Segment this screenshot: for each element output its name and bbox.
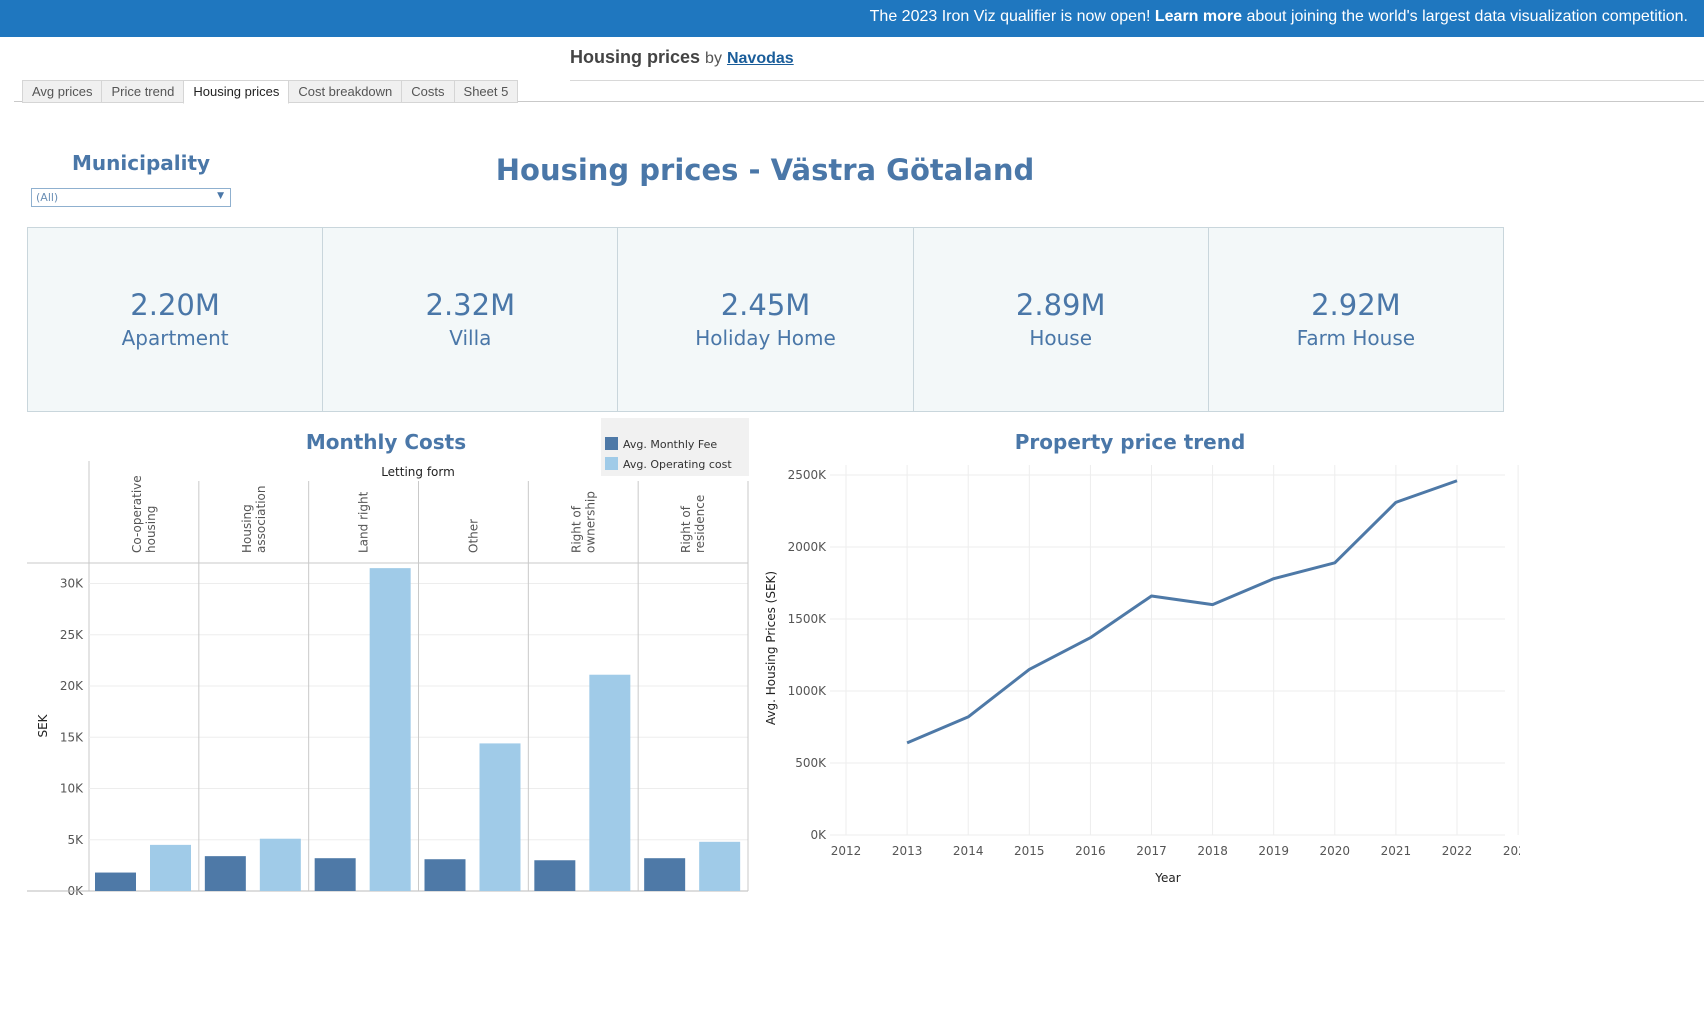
legend: Avg. Monthly Fee Avg. Operating cost: [601, 418, 749, 476]
x-tick-label: 2015: [1014, 844, 1045, 858]
monthly-costs-title: Monthly Costs: [306, 430, 466, 454]
kpi-label: Villa: [449, 326, 492, 350]
x-tick-label: 2021: [1381, 844, 1412, 858]
chevron-down-icon[interactable]: ▼: [217, 191, 224, 201]
municipality-filter-label: Municipality: [72, 151, 211, 175]
y-tick-label: 15K: [60, 730, 84, 744]
kpi-card-farm-house: 2.92M Farm House: [1209, 228, 1503, 411]
announcement-banner: The 2023 Iron Viz qualifier is now open!…: [0, 0, 1704, 37]
y-tick-label: 0K: [810, 828, 827, 842]
monthly-costs-chart[interactable]: Monthly Costs Avg. Monthly Fee Avg. Oper…: [0, 415, 760, 895]
author-link[interactable]: Navodas: [726, 50, 794, 67]
x-tick-label: 2012: [831, 844, 862, 858]
y-tick-label: 30K: [60, 577, 84, 591]
tab-costs[interactable]: Costs: [401, 80, 455, 103]
kpi-label: Holiday Home: [695, 326, 836, 350]
y-tick-label: 500K: [795, 756, 827, 770]
banner-suffix: about joining the world's largest data v…: [1242, 8, 1688, 25]
y-tick-label: 2500K: [788, 468, 828, 482]
bar-monthly-fee[interactable]: [644, 858, 686, 891]
y-tick-label: 20K: [60, 679, 84, 693]
x-tick-label: 2023: [1503, 844, 1520, 858]
tab-avg-prices[interactable]: Avg prices: [22, 80, 103, 103]
column-header-label: Land right: [357, 491, 371, 553]
legend-swatch-fee[interactable]: [605, 437, 618, 450]
bar-monthly-fee[interactable]: [95, 872, 136, 891]
viz-title: Housing prices: [570, 47, 701, 67]
tab-price-trend[interactable]: Price trend: [101, 80, 185, 103]
letting-form-header: Letting form: [381, 465, 455, 479]
kpi-label: Farm House: [1296, 326, 1416, 350]
bar-monthly-fee[interactable]: [314, 858, 356, 891]
column-header-label: Co-operativehousing: [130, 475, 158, 553]
kpi-value: 2.32M: [425, 288, 516, 322]
title-divider: [570, 80, 1704, 81]
x-tick-label: 2020: [1320, 844, 1351, 858]
y-axis-label: Avg. Housing Prices (SEK): [764, 571, 778, 725]
column-header-label: Housingassociation: [240, 486, 268, 553]
tabs-divider: [14, 101, 1704, 102]
kpi-value: 2.20M: [130, 288, 220, 322]
bar-monthly-fee[interactable]: [424, 859, 466, 891]
tab-housing-prices[interactable]: Housing prices: [183, 80, 290, 104]
kpi-label: House: [1029, 326, 1093, 350]
kpi-label: Apartment: [121, 326, 229, 350]
legend-swatch-operating[interactable]: [605, 457, 618, 470]
bar-operating-cost[interactable]: [150, 844, 191, 891]
bar-monthly-fee[interactable]: [534, 860, 576, 891]
price-trend-line[interactable]: [906, 479, 1458, 745]
dashboard-title: Housing prices - Västra Götaland: [495, 153, 1035, 187]
legend-background: [601, 418, 749, 476]
column-header-label: Right ofresidence: [679, 495, 707, 553]
y-axis-label: SEK: [36, 713, 50, 737]
kpi-value: 2.89M: [1015, 288, 1106, 322]
kpi-value: 2.92M: [1311, 288, 1401, 322]
tab-sheet-5[interactable]: Sheet 5: [453, 80, 519, 103]
column-header-label: Other: [466, 519, 480, 553]
municipality-dropdown[interactable]: (All) ▼: [31, 188, 231, 207]
x-tick-label: 2014: [953, 844, 984, 858]
banner-message: The 2023 Iron Viz qualifier is now open!…: [870, 8, 1688, 26]
price-trend-title: Property price trend: [1015, 430, 1246, 454]
x-axis-label: Year: [1154, 871, 1180, 885]
legend-label-operating: Avg. Operating cost: [623, 458, 732, 471]
x-tick-label: 2013: [892, 844, 923, 858]
kpi-card-villa: 2.32M Villa: [323, 228, 619, 411]
legend-label-fee: Avg. Monthly Fee: [623, 438, 717, 451]
x-tick-label: 2018: [1197, 844, 1228, 858]
bar-operating-cost[interactable]: [699, 841, 741, 891]
learn-more-link[interactable]: Learn more: [1154, 8, 1243, 25]
y-tick-label: 5K: [67, 833, 84, 847]
y-tick-label: 0K: [67, 884, 84, 895]
kpi-card-holiday-home: 2.45M Holiday Home: [618, 228, 914, 411]
y-tick-label: 25K: [60, 628, 84, 642]
bar-monthly-fee[interactable]: [204, 856, 246, 891]
bar-operating-cost[interactable]: [479, 743, 521, 891]
x-tick-label: 2022: [1442, 844, 1473, 858]
bar-operating-cost[interactable]: [369, 568, 411, 891]
tab-cost-breakdown[interactable]: Cost breakdown: [288, 80, 403, 103]
kpi-value: 2.45M: [720, 288, 811, 322]
y-tick-label: 10K: [60, 782, 84, 796]
viz-by: by: [705, 50, 722, 67]
kpi-card-house: 2.89M House: [914, 228, 1209, 411]
x-tick-label: 2016: [1075, 844, 1106, 858]
banner-prefix: The 2023 Iron Viz qualifier is now open!: [869, 8, 1155, 25]
column-header-label: Right ofownership: [569, 491, 597, 553]
x-tick-label: 2019: [1258, 844, 1289, 858]
bar-operating-cost[interactable]: [259, 838, 301, 891]
sheet-tabs: Avg prices Price trend Housing prices Co…: [22, 80, 519, 104]
y-tick-label: 2000K: [788, 540, 828, 554]
y-tick-label: 1000K: [788, 684, 828, 698]
kpi-row: 2.20M Apartment 2.32M Villa 2.45M Holida…: [27, 227, 1504, 412]
y-tick-label: 1500K: [788, 612, 828, 626]
municipality-selected-value: (All): [36, 191, 59, 204]
viz-title-bar: Housing prices by Navodas: [570, 47, 794, 68]
price-trend-chart[interactable]: Property price trend 2012 2013 2014 2015 201…: [760, 415, 1520, 895]
kpi-card-apartment: 2.20M Apartment: [28, 228, 324, 411]
bar-operating-cost[interactable]: [589, 674, 631, 891]
x-tick-label: 2017: [1136, 844, 1167, 858]
